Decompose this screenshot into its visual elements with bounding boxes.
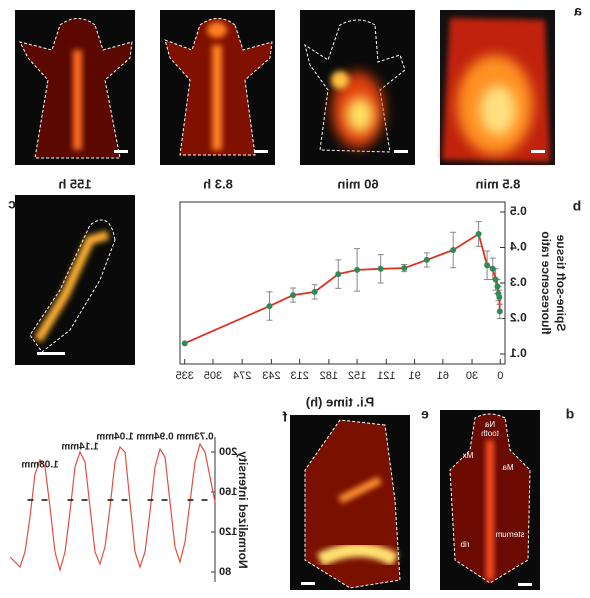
- data-point: [475, 231, 482, 238]
- data-point: [401, 265, 408, 272]
- image-c: [15, 195, 135, 365]
- x-tick-label: 243: [262, 370, 280, 382]
- profile-line: [9, 442, 216, 573]
- data-point: [496, 308, 503, 315]
- anatomy-label: tooth: [481, 429, 499, 438]
- panel-label: f: [282, 409, 287, 425]
- annotation: 1.14mm: [61, 442, 98, 453]
- data-point: [335, 271, 342, 278]
- x-tick-label: 121: [377, 370, 395, 382]
- image-8-5-min: [440, 10, 555, 165]
- y-tick-label: 0.4: [510, 240, 527, 254]
- panel-label: e: [421, 406, 429, 422]
- panel-label: c: [8, 196, 16, 212]
- anatomy-label: Mx: [463, 451, 474, 460]
- panel-label: a: [574, 3, 582, 19]
- data-point: [496, 294, 503, 301]
- data-point: [377, 265, 384, 272]
- data-point: [354, 266, 361, 273]
- y-tick-label: 0.5: [510, 204, 527, 218]
- image-e: [290, 415, 410, 590]
- anatomy-label: rib: [460, 540, 469, 549]
- time-label: 8.5 min: [476, 176, 521, 191]
- data-point: [290, 292, 297, 299]
- panel-label: b: [573, 198, 582, 214]
- data-point: [492, 276, 499, 283]
- x-tick-label: 91: [408, 370, 420, 382]
- data-point: [489, 265, 496, 272]
- x-tick-label: 213: [290, 370, 308, 382]
- image-d: [440, 410, 540, 590]
- annotation: 0.94mm: [136, 432, 173, 443]
- x-axis-label: P.i. time (h): [306, 394, 374, 409]
- mirrored-figure: a b c d e f 8.5 min 60 min 8.3 h 155 h Natoo…: [8, 3, 582, 590]
- anatomy-label: Na: [484, 420, 495, 429]
- y-tick-label: 0.3: [510, 275, 527, 289]
- data-point: [266, 303, 273, 310]
- x-tick-label: 0: [497, 370, 503, 382]
- annotation: 1.08mm: [21, 460, 58, 471]
- data-point: [181, 340, 188, 347]
- data-point: [311, 288, 318, 295]
- data-point: [494, 283, 501, 290]
- time-label: 8.3 h: [203, 176, 233, 191]
- panel-label: d: [566, 406, 575, 422]
- image-155-h: [15, 10, 135, 165]
- y-axis-label: fluorescence ratio: [539, 231, 553, 334]
- x-tick-label: 152: [348, 370, 366, 382]
- x-tick-label: 274: [233, 370, 251, 382]
- y-tick-label: 80: [219, 566, 231, 578]
- time-label: 60 min: [337, 176, 378, 191]
- x-tick-label: 30: [466, 370, 478, 382]
- y-tick-label: 160: [219, 486, 237, 498]
- x-tick-label: 305: [204, 370, 222, 382]
- plot-frame: [179, 201, 506, 365]
- y-axis-label: Normalized intensity: [236, 451, 250, 569]
- y-tick-label: 0.2: [510, 311, 527, 325]
- x-tick-label: 335: [176, 370, 194, 382]
- y-tick-label: 120: [219, 526, 237, 538]
- time-label: 155 h: [58, 176, 91, 191]
- y-tick-label: 200: [219, 446, 237, 458]
- data-point: [450, 246, 457, 253]
- data-point: [423, 256, 430, 263]
- anatomy-label: sternum: [495, 530, 524, 539]
- anatomy-label: Ma: [502, 463, 514, 472]
- image-8-3-h: [160, 10, 275, 165]
- x-tick-label: 61: [437, 370, 449, 382]
- x-tick-label: 182: [320, 370, 338, 382]
- y-tick-label: 0.1: [510, 346, 527, 360]
- image-60-min: [300, 10, 415, 165]
- annotation: 0.73mm: [176, 432, 213, 443]
- annotation: 1.04mm: [96, 432, 133, 443]
- y-axis-label: Spine-soft tissue: [554, 234, 568, 331]
- data-point: [484, 262, 491, 269]
